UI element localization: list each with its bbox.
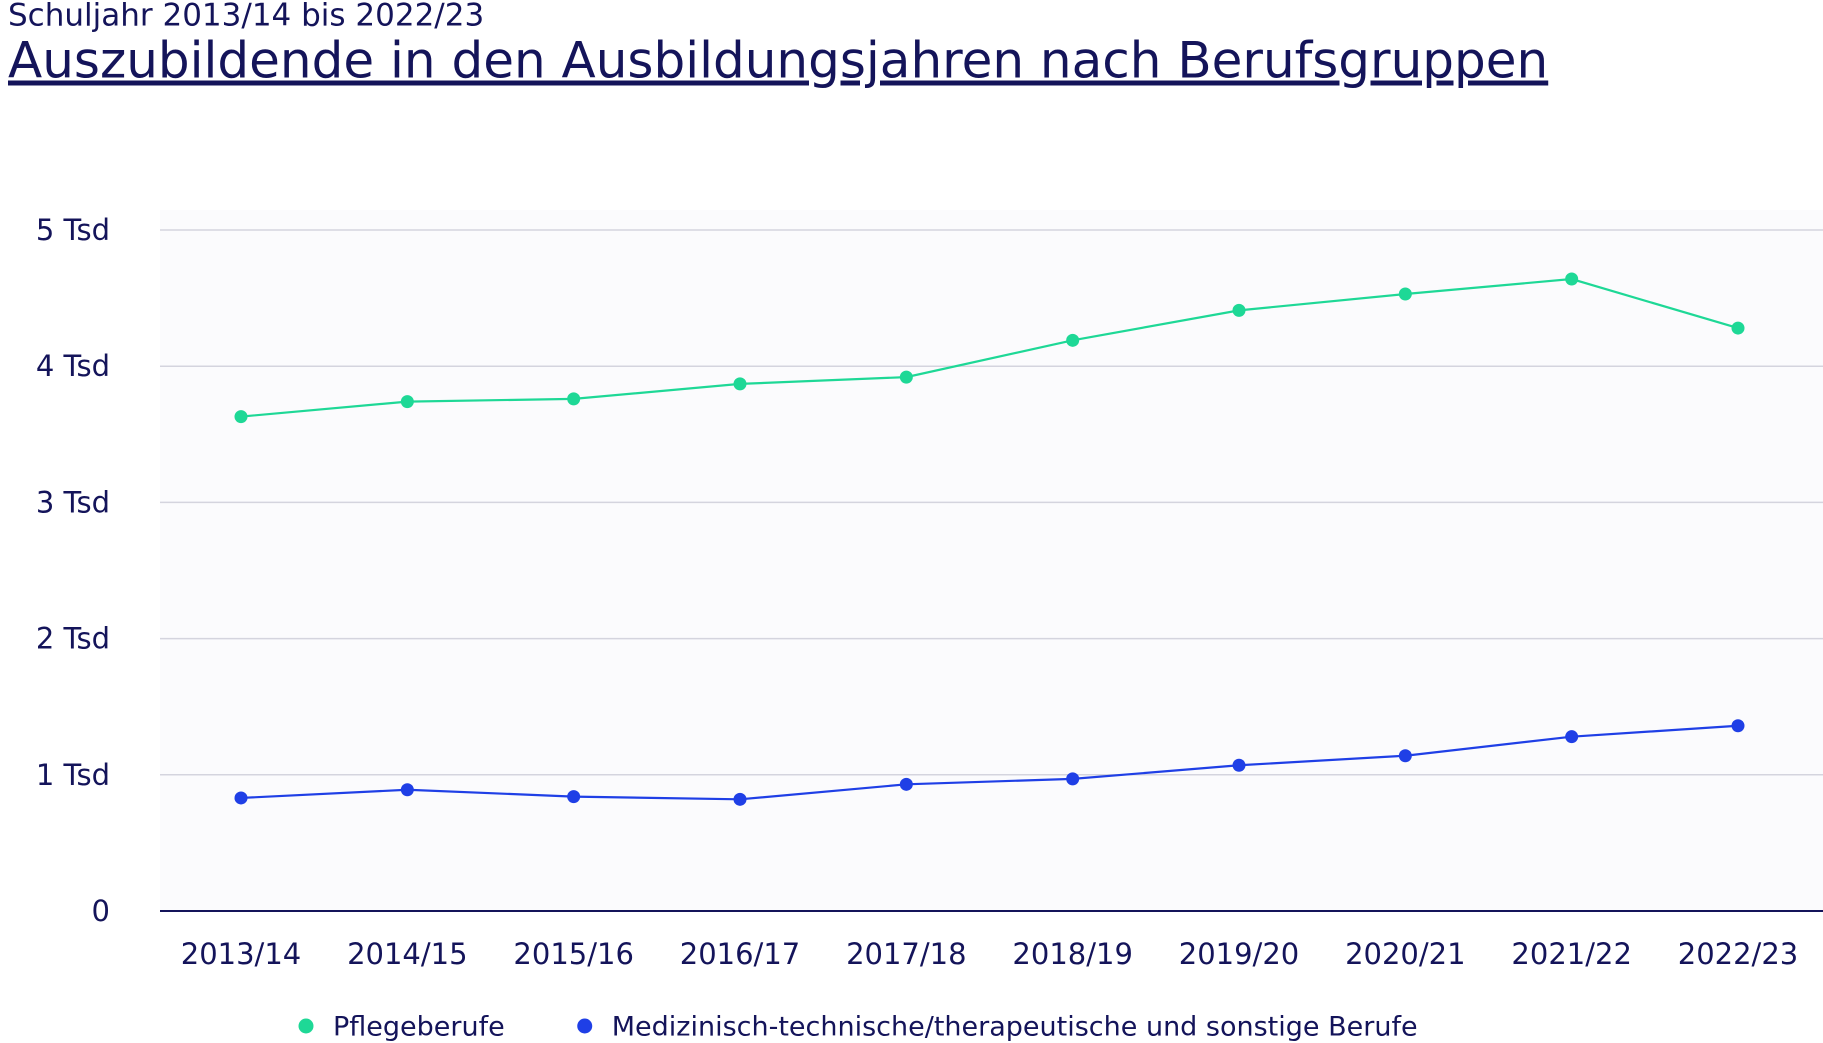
data-point (234, 410, 248, 424)
data-point (1565, 730, 1579, 744)
x-tick-label: 2021/22 (1511, 937, 1631, 971)
x-tick-label: 2017/18 (846, 937, 966, 971)
series-line (240, 277, 1739, 418)
data-point (1066, 772, 1080, 786)
x-tick-label: 2019/20 (1179, 937, 1299, 971)
data-point (1066, 333, 1080, 347)
data-point (899, 777, 913, 791)
legend-label: Pflegeberufe (333, 1012, 505, 1043)
data-point (567, 790, 581, 804)
data-point (1398, 287, 1412, 301)
y-tick-label: 2 Tsd (36, 622, 110, 656)
data-point (1731, 719, 1745, 733)
x-tick-label: 2016/17 (680, 937, 800, 971)
data-point (899, 370, 913, 384)
legend-marker (577, 1018, 593, 1034)
x-tick-label: 2015/16 (513, 937, 633, 971)
data-point (234, 791, 248, 805)
y-tick-label: 0 (92, 894, 110, 928)
data-point (1731, 321, 1745, 335)
data-point (1232, 758, 1246, 772)
y-tick-label: 1 Tsd (36, 758, 110, 792)
data-point (400, 783, 414, 797)
chart-title: Auszubildende in den Ausbildungsjahren n… (8, 32, 1548, 90)
data-point (1565, 272, 1579, 286)
data-point (1398, 749, 1412, 763)
x-tick-label: 2018/19 (1012, 937, 1132, 971)
x-tick-label: 2022/23 (1678, 937, 1798, 971)
data-point (1232, 303, 1246, 317)
y-tick-label: 5 Tsd (36, 213, 110, 247)
data-point (567, 392, 581, 406)
x-tick-label: 2013/14 (181, 937, 301, 971)
plot-background (160, 210, 1823, 911)
data-point (400, 395, 414, 409)
data-point (733, 792, 747, 806)
x-tick-label: 2020/21 (1345, 937, 1465, 971)
y-tick-label: 4 Tsd (36, 349, 110, 383)
legend-label: Medizinisch-technische/therapeutische un… (612, 1012, 1418, 1043)
series-line (240, 724, 1739, 801)
data-point (733, 377, 747, 391)
legend-marker (298, 1018, 314, 1034)
y-tick-label: 3 Tsd (36, 485, 110, 519)
x-tick-label: 2014/15 (347, 937, 467, 971)
chart-subtitle: Schuljahr 2013/14 bis 2022/23 (8, 0, 484, 34)
